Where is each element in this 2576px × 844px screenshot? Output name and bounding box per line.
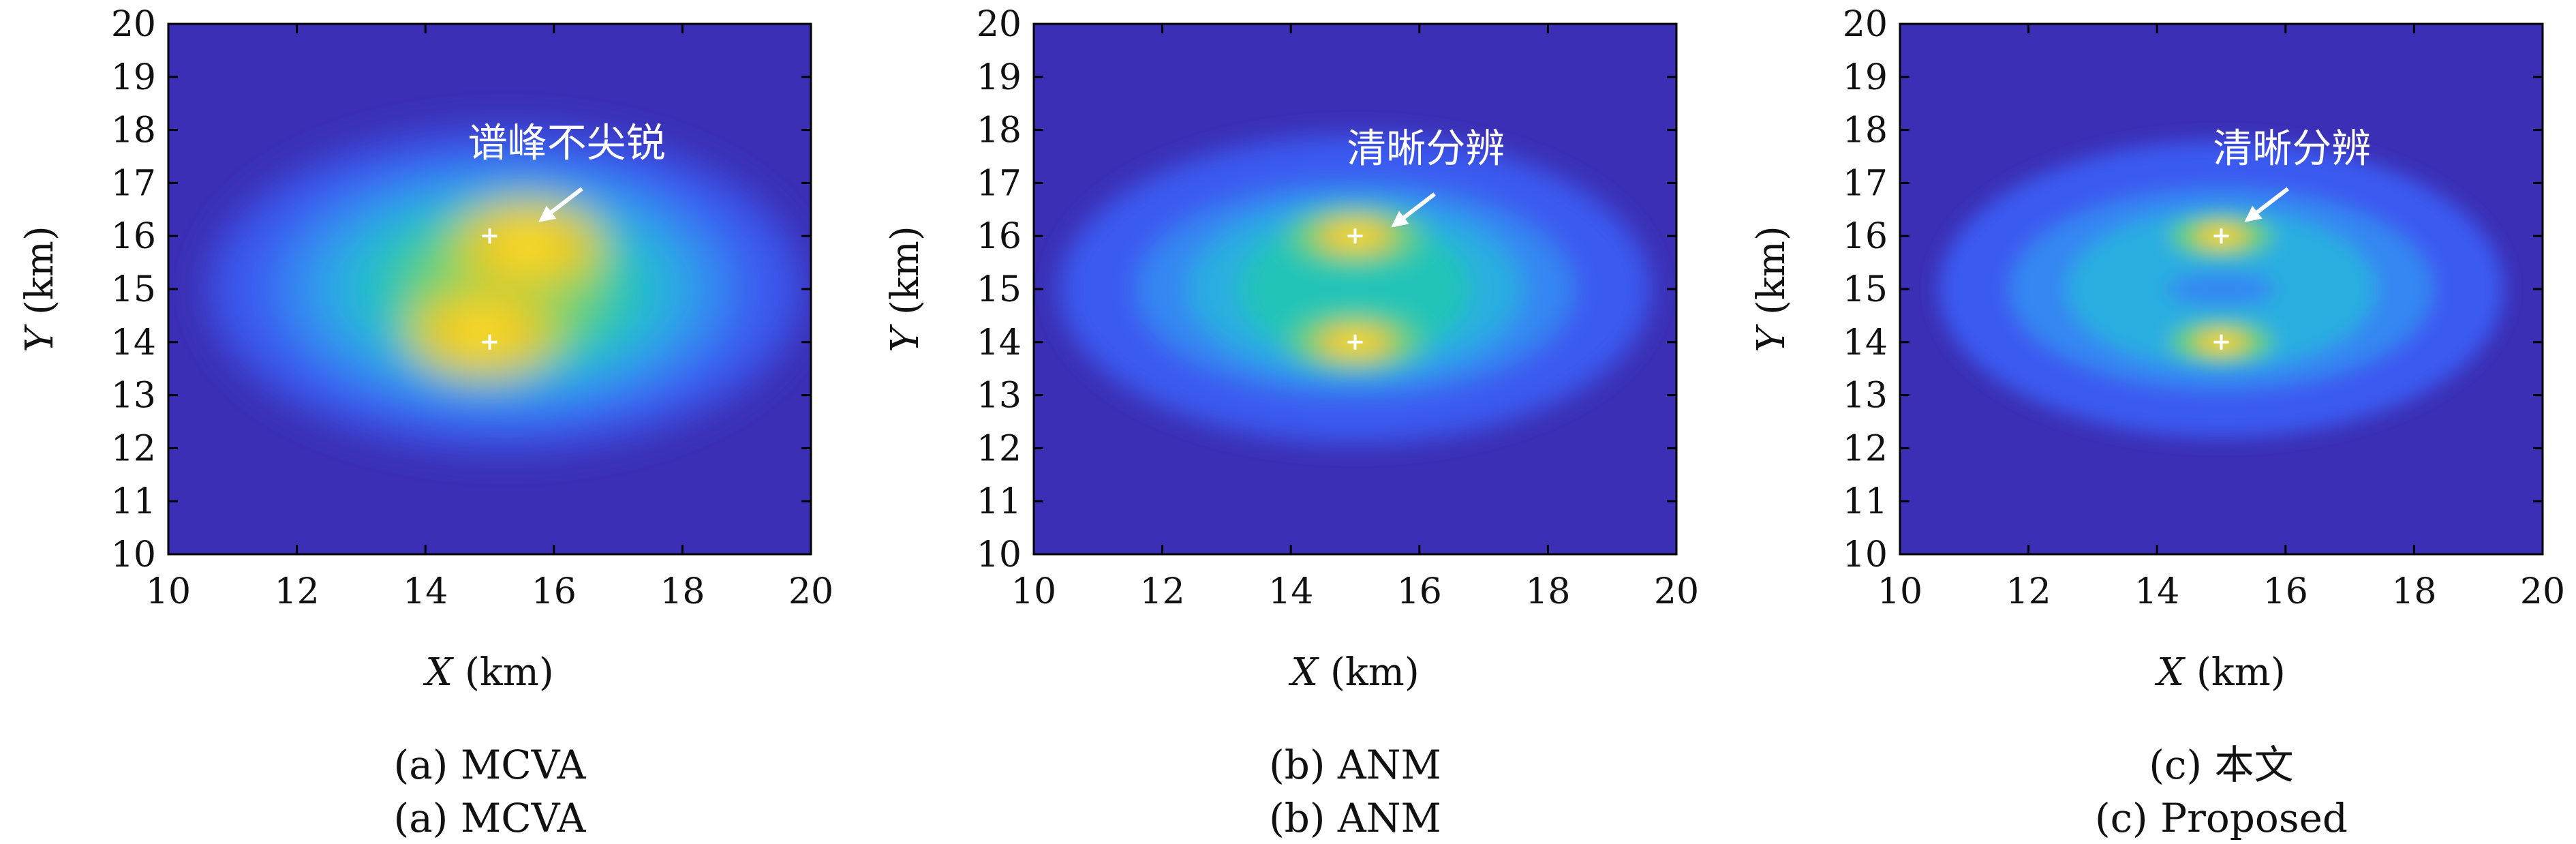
x-axis-unit: (km): [2184, 650, 2286, 695]
y-axis-label: Y (km): [883, 226, 927, 352]
y-tick-label: 11: [111, 481, 156, 522]
x-tick-label: 20: [2520, 571, 2565, 612]
caption-line-1: (b) ANM: [1269, 742, 1441, 788]
heatmap-field: [1034, 24, 1676, 554]
y-tick-label: 20: [111, 4, 156, 45]
x-axis-label: X (km): [2154, 650, 2285, 695]
contour-band: [1239, 217, 1471, 361]
y-tick-label: 17: [1843, 163, 1888, 204]
x-tick-label: 12: [1140, 571, 1185, 612]
y-tick-label: 14: [977, 322, 1022, 363]
x-axis-symbol: X: [1288, 650, 1319, 695]
y-tick-label: 20: [977, 4, 1022, 45]
annotation-arrow: [2244, 187, 2290, 222]
y-axis-unit: (km): [883, 226, 927, 327]
annotation-arrow: [538, 187, 583, 222]
target-marker-1: [1347, 228, 1363, 244]
y-tick-label: 19: [111, 57, 156, 98]
y-tick-label: 18: [977, 110, 1022, 151]
annotation-text: 清晰分辨: [2213, 125, 2371, 171]
x-tick-label: 10: [146, 571, 191, 612]
y-tick-label: 10: [1843, 534, 1888, 575]
x-tick-label: 16: [1397, 571, 1442, 612]
y-tick-label: 13: [977, 376, 1022, 417]
x-tick-label: 14: [1268, 571, 1313, 612]
target-marker-2: [1347, 334, 1363, 350]
y-axis-label: Y (km): [1749, 226, 1794, 352]
y-tick-label: 11: [1843, 481, 1888, 522]
heatmap-field: [1900, 24, 2543, 554]
x-tick-label: 12: [275, 571, 320, 612]
y-tick-label: 16: [1843, 216, 1888, 257]
y-tick-label: 20: [1843, 4, 1888, 45]
y-tick-label: 12: [977, 428, 1022, 469]
peak-2: [403, 281, 564, 382]
y-axis-label: Y (km): [18, 226, 62, 352]
target-marker-2: [482, 334, 497, 350]
y-tick-label: 12: [1843, 428, 1888, 469]
x-axis-unit: (km): [453, 650, 554, 695]
x-axis-label: X (km): [1288, 650, 1419, 695]
target-marker-1: [482, 228, 497, 244]
annotation-text: 清晰分辨: [1347, 125, 1505, 171]
annotation-text: 谱峰不尖锐: [468, 120, 666, 166]
x-axis-label: X (km): [423, 650, 553, 695]
x-tick-label: 20: [788, 571, 833, 612]
annotation-arrow: [1391, 192, 1436, 228]
target-marker-2: [2213, 334, 2229, 350]
heatmap-panel-3: 清晰分辨 10 12 14 16 18 20 10 11 12 13 14 15 16 17 18 19 20 X …: [1749, 4, 2565, 841]
heatmap-panel-1: 谱峰不尖锐 10 12 14 16 18 20 10 11 12 13 14 15 16 17 18 19 20 X…: [18, 4, 833, 841]
y-tick-label: 16: [111, 216, 156, 257]
contour-gap: [2166, 272, 2276, 306]
x-tick-label: 18: [2391, 571, 2436, 612]
y-axis-unit: (km): [1749, 226, 1794, 327]
y-axis-symbol: Y: [1749, 324, 1794, 352]
x-tick-label: 18: [1525, 571, 1570, 612]
x-axis-unit: (km): [1318, 650, 1420, 695]
y-tick-label: 14: [111, 322, 156, 363]
y-tick-label: 19: [977, 57, 1022, 98]
y-tick-label: 18: [111, 110, 156, 151]
caption-line-1: (c) 本文: [2149, 742, 2293, 788]
target-marker-1: [2213, 228, 2229, 244]
peak-1: [448, 196, 609, 297]
heatmap-panel-2: 清晰分辨 10 12 14 16 18 20 10 11 12 13 14 15 16 17 18 19 20 X …: [883, 4, 1699, 841]
x-tick-label: 16: [2263, 571, 2308, 612]
y-tick-label: 15: [111, 269, 156, 310]
caption-line-2: (b) ANM: [1269, 795, 1441, 841]
x-tick-label: 10: [1011, 571, 1056, 612]
caption-line-2: (a) MCVA: [394, 795, 587, 841]
y-tick-label: 10: [977, 534, 1022, 575]
y-tick-label: 15: [977, 269, 1022, 310]
y-axis-symbol: Y: [883, 324, 927, 352]
x-tick-label: 10: [1877, 571, 1922, 612]
heatmap-field: [168, 24, 811, 554]
caption-line-2: (c) Proposed: [2095, 795, 2348, 841]
x-tick-label: 20: [1654, 571, 1699, 612]
y-tick-label: 13: [1843, 376, 1888, 417]
y-tick-label: 17: [111, 163, 156, 204]
x-axis-symbol: X: [2154, 650, 2186, 695]
y-tick-label: 16: [977, 216, 1022, 257]
y-tick-label: 18: [1843, 110, 1888, 151]
y-tick-label: 17: [977, 163, 1022, 204]
y-tick-label: 19: [1843, 57, 1888, 98]
caption-line-1: (a) MCVA: [394, 742, 587, 788]
y-axis-unit: (km): [18, 226, 62, 327]
x-tick-label: 12: [2006, 571, 2051, 612]
x-axis-symbol: X: [423, 650, 454, 695]
x-tick-label: 18: [660, 571, 705, 612]
y-tick-label: 12: [111, 428, 156, 469]
x-tick-label: 16: [532, 571, 577, 612]
x-tick-label: 14: [403, 571, 448, 612]
y-tick-label: 15: [1843, 269, 1888, 310]
y-axis-symbol: Y: [18, 324, 62, 352]
y-tick-label: 14: [1843, 322, 1888, 363]
y-tick-label: 13: [111, 376, 156, 417]
y-tick-label: 11: [977, 481, 1022, 522]
x-tick-label: 14: [2134, 571, 2179, 612]
y-tick-label: 10: [111, 534, 156, 575]
